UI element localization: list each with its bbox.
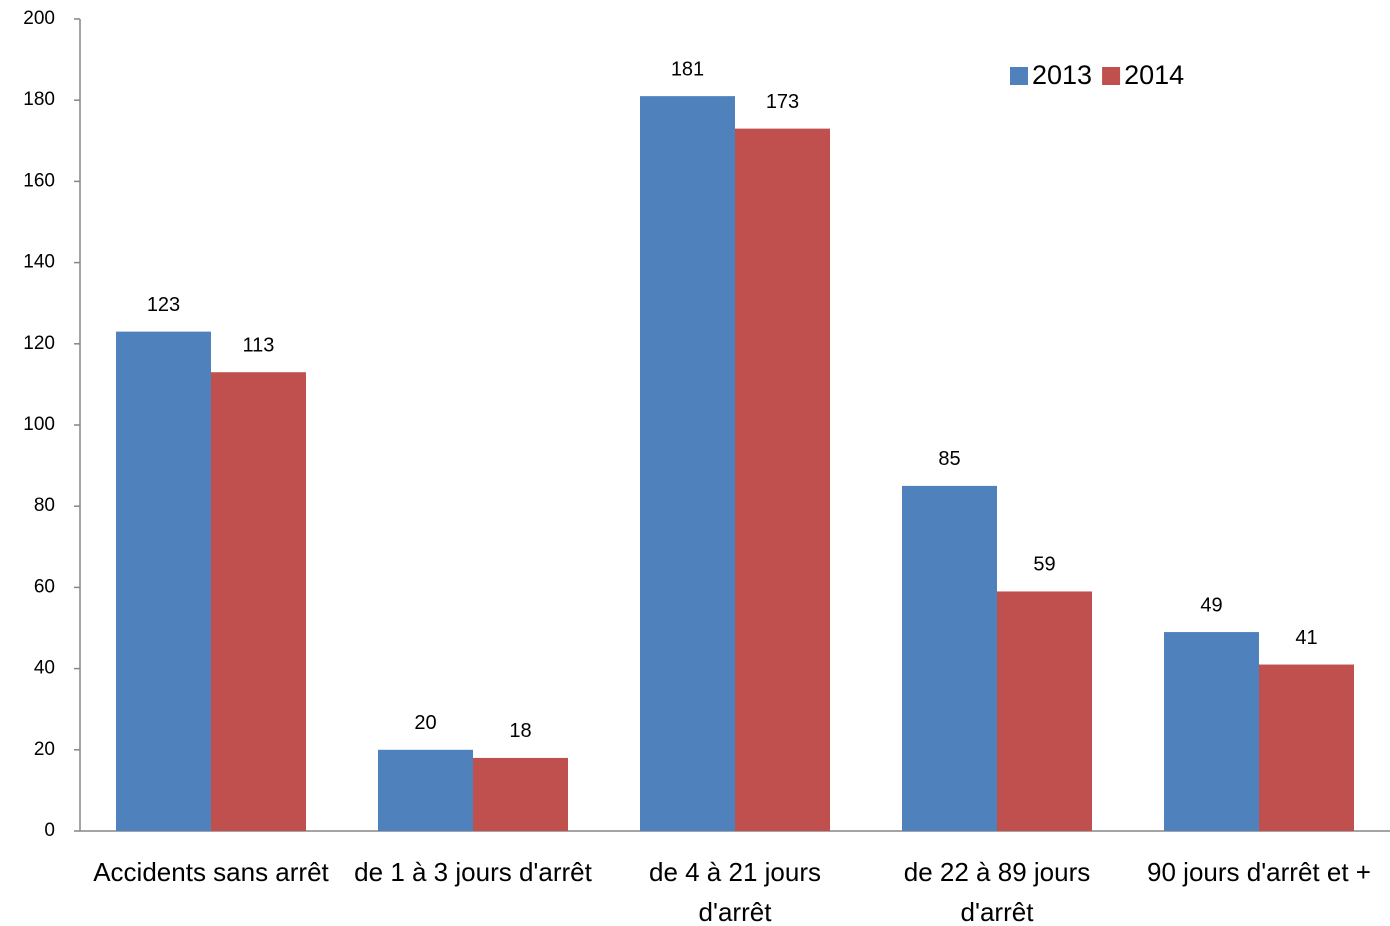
legend-swatch	[1010, 67, 1028, 85]
y-tick-label: 180	[23, 89, 55, 110]
x-tick-label: 90 jours d'arrêt et +	[1147, 857, 1371, 887]
data-label: 113	[243, 335, 275, 357]
x-tick-label: de 22 à 89 jours d'arrêt	[903, 857, 1091, 926]
y-tick-label: 160	[23, 170, 55, 191]
y-tick-label: 40	[34, 658, 55, 679]
y-tick-label: 200	[23, 8, 55, 29]
data-label: 18	[509, 720, 531, 742]
bar	[640, 96, 735, 831]
bar	[997, 591, 1092, 831]
bar	[1259, 664, 1354, 831]
data-label: 173	[766, 91, 799, 113]
legend-label: 2013	[1032, 60, 1092, 90]
bar	[211, 372, 306, 831]
data-label: 123	[147, 294, 180, 316]
bar	[116, 331, 211, 831]
y-tick-label: 80	[34, 495, 55, 516]
x-tick-label: Accidents sans arrêt	[93, 857, 329, 887]
bar	[1164, 632, 1259, 831]
legend-swatch	[1102, 67, 1121, 85]
bar	[378, 749, 473, 831]
y-tick-label: 0	[44, 820, 55, 841]
data-label: 85	[938, 448, 960, 470]
data-label: 59	[1033, 554, 1055, 576]
bar	[735, 128, 830, 831]
y-tick-label: 100	[23, 414, 55, 435]
data-label: 49	[1200, 594, 1222, 616]
y-tick-label: 60	[34, 576, 55, 597]
y-tick-label: 20	[34, 739, 55, 760]
y-tick-label: 120	[23, 333, 55, 354]
y-tick-label: 140	[23, 252, 55, 273]
bar	[473, 757, 568, 831]
data-label: 41	[1295, 627, 1317, 649]
legend-label: 2014	[1124, 60, 1184, 90]
data-label: 20	[414, 712, 436, 734]
data-label: 181	[671, 58, 704, 80]
x-tick-label: de 4 à 21 jours d'arrêt	[648, 857, 821, 926]
x-tick-label: de 1 à 3 jours d'arrêt	[354, 857, 592, 887]
bar	[902, 485, 997, 831]
